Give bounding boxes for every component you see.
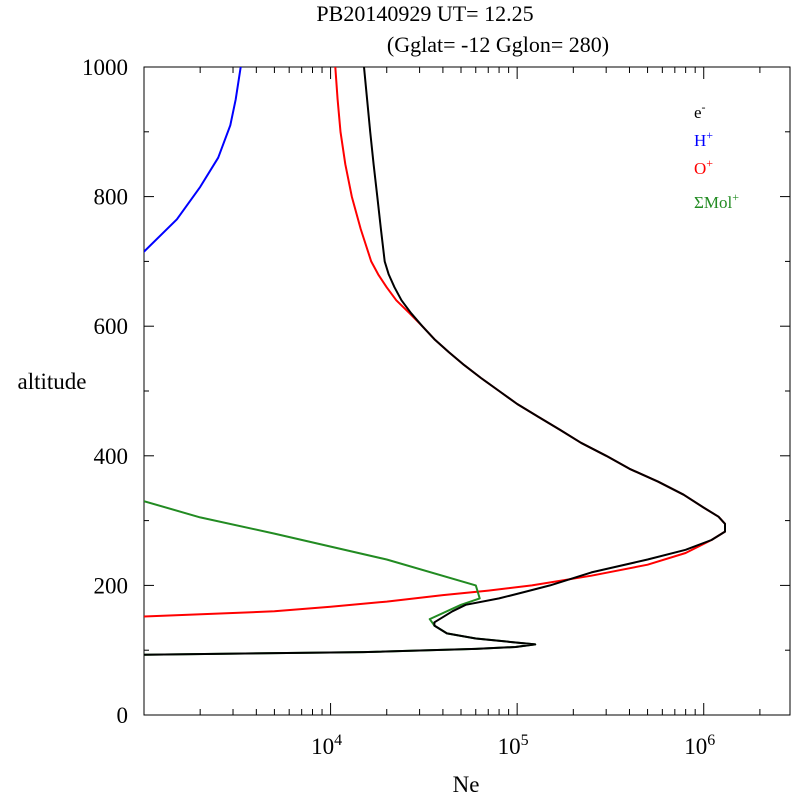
x-tick-label: 106 [684, 732, 715, 759]
chart-title: PB20140929 UT= 12.25 [316, 1, 533, 26]
chart-subtitle: (Gglat= -12 Gglon= 280) [387, 32, 609, 57]
x-axis-label: Ne [453, 772, 480, 796]
y-tick-label: 600 [94, 314, 129, 339]
legend-o-plus: O+ [694, 156, 713, 178]
minor-ticks [143, 66, 790, 716]
series-o-plus-line [144, 67, 726, 618]
y-tick-label: 1000 [82, 55, 128, 80]
legend-e-minus: e- [694, 100, 706, 122]
x-tick-labels: 104 105 106 [311, 732, 715, 759]
series-h-plus-line [144, 67, 242, 253]
legend-mol-plus: ΣMol+ [694, 190, 739, 212]
legend: e- H+ O+ ΣMol+ [694, 100, 739, 212]
y-tick-label: 200 [94, 573, 129, 598]
x-tick-label: 105 [498, 732, 529, 759]
y-tick-label: 400 [94, 444, 129, 469]
y-tick-labels: 0 200 400 600 800 1000 [82, 55, 128, 728]
y-tick-label: 0 [117, 703, 129, 728]
series-mol-plus-line [144, 500, 537, 656]
series-layer [144, 67, 726, 656]
legend-h-plus: H+ [694, 128, 713, 150]
y-tick-label: 800 [94, 185, 129, 210]
series-electrons-line [144, 67, 726, 656]
x-tick-label: 104 [311, 732, 342, 759]
y-axis-label: altitude [18, 369, 87, 394]
